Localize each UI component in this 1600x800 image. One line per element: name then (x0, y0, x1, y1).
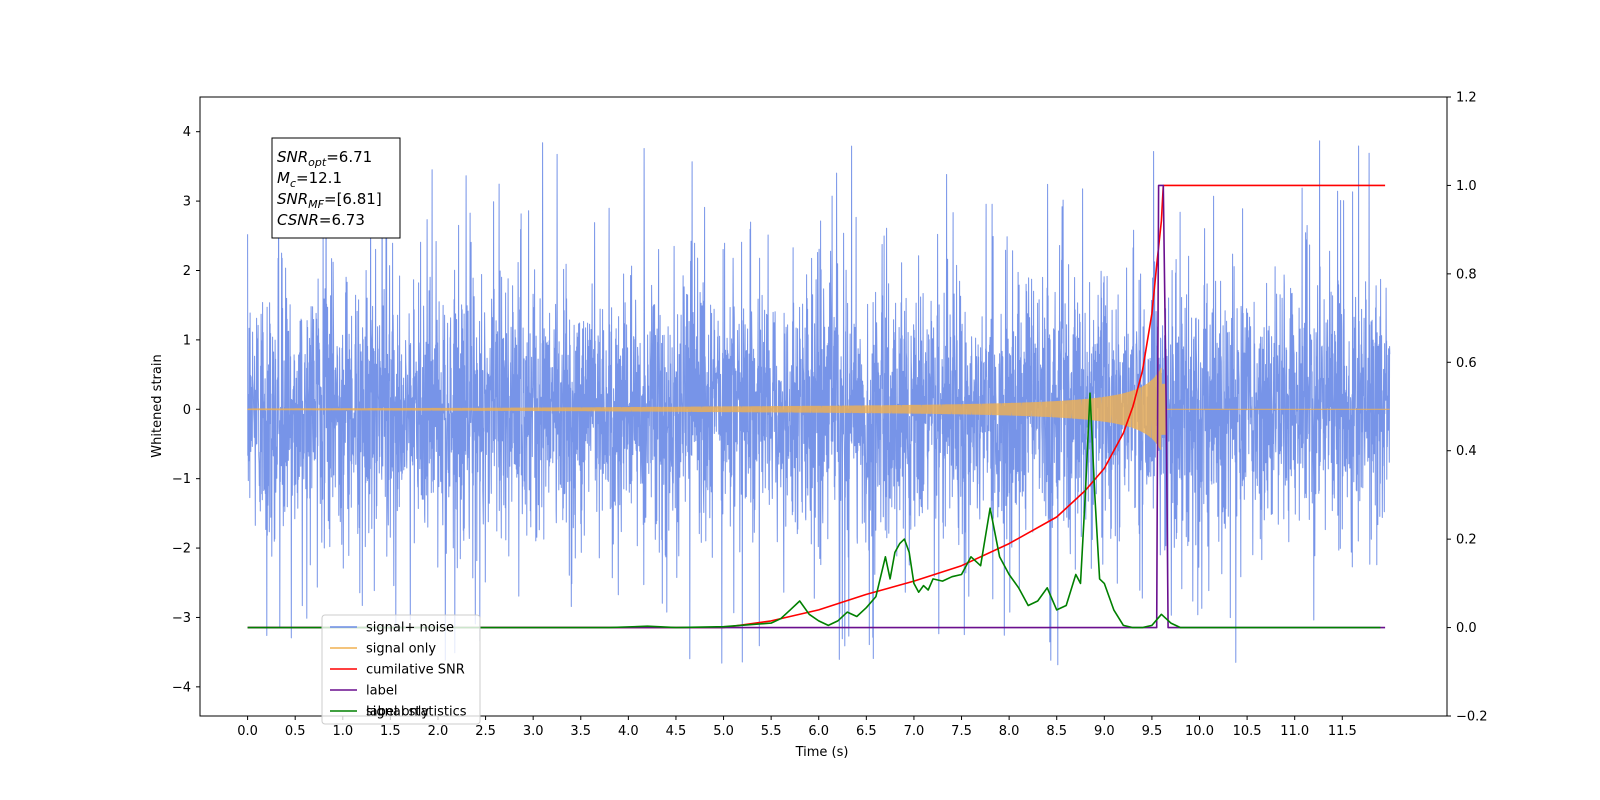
x-tick-label: 2.5 (475, 724, 496, 739)
annotation-frame (271, 137, 401, 239)
x-tick-label: 8.0 (999, 724, 1020, 739)
legend-frame (321, 614, 481, 725)
y-right-tick-label: 0.8 (1456, 267, 1477, 282)
x-tick-label: 11.0 (1280, 724, 1309, 739)
y-left-tick-label: −3 (172, 611, 191, 626)
annotation-value: =12.1 (296, 169, 342, 187)
x-tick-label: 5.0 (713, 724, 734, 739)
x-tick-label: 8.5 (1046, 724, 1067, 739)
annotation-line: CSNR=6.73 (277, 211, 365, 229)
y-left-tick-label: 3 (183, 195, 191, 210)
annotation-subscript: MF (308, 198, 324, 211)
annotation-subscript: opt (308, 156, 327, 169)
x-tick-label: 1.5 (380, 724, 401, 739)
x-tick-label: 6.0 (808, 724, 829, 739)
annotation-symbol: SNR (277, 190, 308, 208)
annotation-line: SNRMF=[6.81] (277, 190, 382, 211)
annotation-symbol: M (277, 169, 290, 187)
x-axis-ticks: 0.0 0.5 1.0 1.5 2.0 2.5 3.0 3.5 4.0 4.5 5.0 5.5 6.0 6… (237, 716, 1357, 739)
y-left-tick-label: −4 (172, 680, 191, 695)
x-tick-label: 3.0 (523, 724, 544, 739)
x-tick-label: 7.5 (951, 724, 972, 739)
x-tick-label: 3.5 (570, 724, 591, 739)
label-line (247, 184, 1386, 629)
y-left-tick-label: −1 (172, 472, 191, 487)
x-tick-label: 10.0 (1185, 724, 1214, 739)
y-left-tick-label: 4 (183, 125, 191, 140)
series-layer (247, 140, 1391, 666)
y-left-tick-label: 1 (183, 333, 191, 348)
y-right-tick-label: 0.6 (1456, 356, 1477, 371)
x-tick-label: 6.5 (856, 724, 877, 739)
y-right-tick-label: −0.2 (1456, 710, 1488, 725)
x-tick-label: 1.0 (332, 724, 353, 739)
legend-label: cumilative SNR (366, 663, 465, 678)
x-tick-label: 2.0 (428, 724, 449, 739)
legend-label: signal+ noise (366, 621, 454, 636)
signal-only-line (247, 367, 1390, 450)
annotation-line: SNRopt=6.71 (277, 148, 372, 169)
y-axis-right-ticks: 1.2 1.0 0.8 0.6 0.4 0.2 0.0 −0.2 (1447, 91, 1488, 725)
x-tick-label: 4.0 (618, 724, 639, 739)
x-tick-label: 11.5 (1328, 724, 1357, 739)
x-tick-label: 9.5 (1142, 724, 1163, 739)
y-left-tick-label: 0 (183, 403, 191, 418)
annotation-line: Mc=12.1 (277, 169, 342, 190)
signal-statistics-line (247, 392, 1381, 629)
x-tick-label: 5.5 (761, 724, 782, 739)
plot-frame (199, 96, 1448, 717)
legend-label: signal statistics (366, 705, 467, 720)
legend: signal+ noise signal only cumilative SNR la… (321, 614, 481, 725)
y-axis-left-ticks: 4 3 2 1 0 −1 −2 −3 −4 (172, 125, 200, 695)
y-right-tick-label: 0.4 (1456, 444, 1477, 459)
y-axis-label: Whitened strain (150, 354, 165, 457)
legend-label: signal only (366, 642, 436, 657)
y-right-tick-label: 1.0 (1456, 179, 1477, 194)
legend-label: label (366, 684, 397, 699)
x-tick-label: 10.5 (1233, 724, 1262, 739)
x-tick-label: 9.0 (1094, 724, 1115, 739)
annotation-symbol: SNR (277, 148, 308, 166)
signal-noise-line (247, 140, 1391, 666)
y-right-tick-label: 1.2 (1456, 91, 1477, 106)
y-right-tick-label: 0.2 (1456, 533, 1477, 548)
x-tick-label: 4.5 (666, 724, 687, 739)
annotation-value: =6.71 (326, 148, 372, 166)
x-tick-label: 0.5 (285, 724, 306, 739)
y-left-tick-label: −2 (172, 542, 191, 557)
legend-label: label only (366, 705, 429, 720)
x-tick-label: 0.0 (237, 724, 258, 739)
x-axis-label: Time (s) (795, 745, 849, 760)
annotation-value: =6.73 (319, 211, 365, 229)
annotation-value: =[6.81] (324, 190, 382, 208)
y-right-tick-label: 0.0 (1456, 621, 1477, 636)
cumilative-snr-line (247, 184, 1386, 629)
y-left-tick-label: 2 (183, 264, 191, 279)
x-tick-label: 7.0 (904, 724, 925, 739)
annotation-symbol: CSNR (277, 211, 319, 229)
annotation-subscript: c (290, 177, 296, 190)
